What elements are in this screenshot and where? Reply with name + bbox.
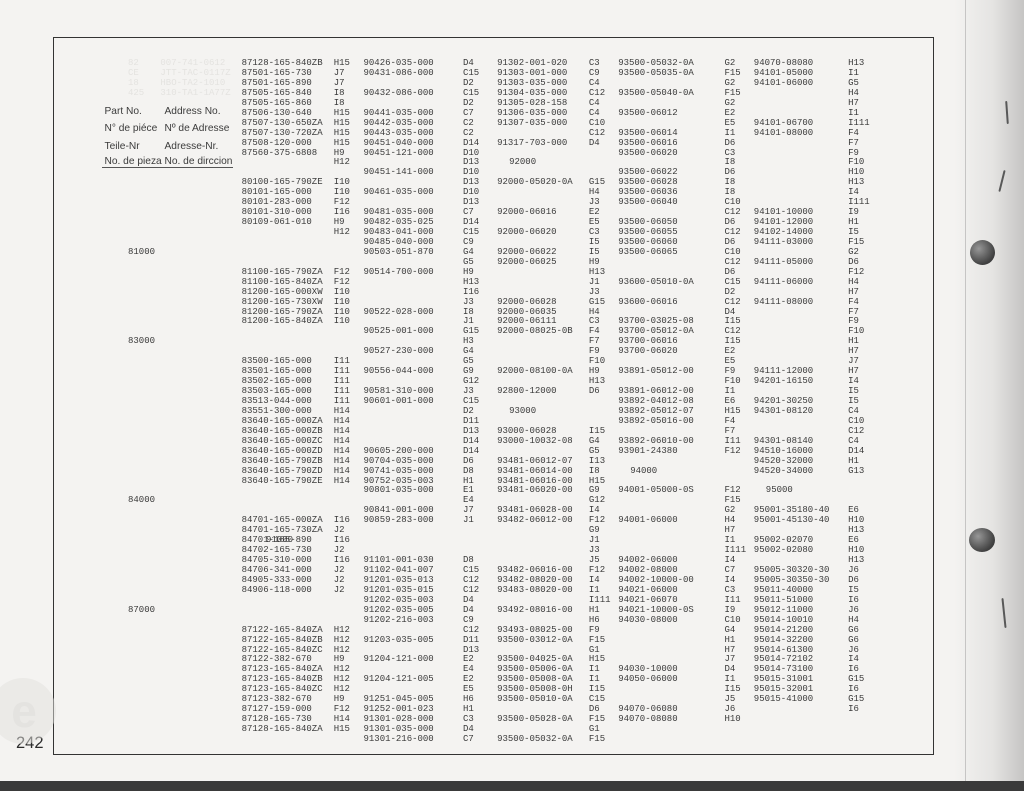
svg-text:e: e — [11, 685, 37, 737]
